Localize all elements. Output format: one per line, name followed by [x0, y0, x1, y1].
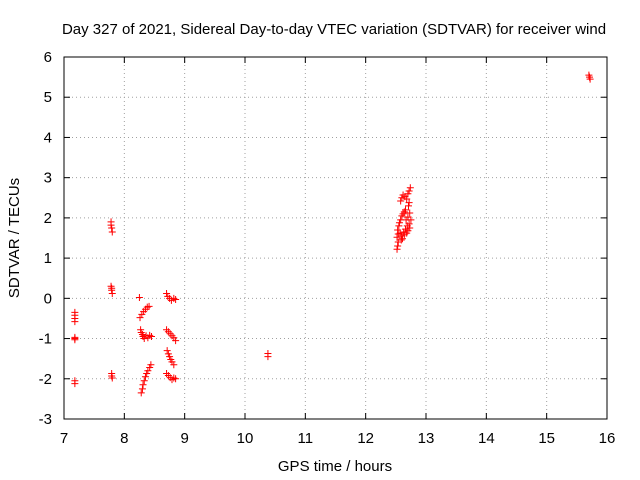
data-point	[393, 233, 401, 241]
x-tick-label: 8	[120, 430, 128, 447]
data-point	[108, 290, 116, 298]
axis-ticks	[63, 56, 608, 420]
data-point	[108, 374, 116, 382]
data-points	[71, 71, 594, 397]
x-tick-label: 12	[357, 430, 374, 447]
data-point	[145, 302, 153, 310]
y-tick-label: -2	[39, 371, 52, 388]
x-tick-label: 16	[599, 430, 616, 447]
data-point	[163, 347, 171, 355]
data-point	[168, 376, 176, 384]
x-tick-label: 15	[538, 430, 555, 447]
data-point	[394, 230, 402, 238]
data-point	[170, 294, 178, 302]
data-point	[71, 318, 79, 326]
data-point	[139, 381, 147, 389]
data-point	[406, 184, 414, 192]
data-point	[170, 361, 178, 369]
data-point	[406, 224, 414, 232]
data-point	[405, 199, 413, 207]
data-point	[405, 187, 413, 195]
x-tick-label: 13	[418, 430, 435, 447]
data-point	[405, 202, 413, 210]
data-point	[172, 375, 180, 383]
x-tick-label: 9	[180, 430, 188, 447]
grid	[64, 57, 607, 419]
y-axis-label: SDTVAR / TECUs	[6, 178, 23, 298]
data-point	[136, 314, 144, 322]
y-tick-label: -3	[39, 411, 52, 428]
data-point	[264, 353, 272, 361]
data-point	[147, 333, 155, 341]
data-point	[397, 197, 405, 205]
data-point	[108, 224, 116, 232]
data-point	[146, 331, 154, 339]
data-point	[108, 228, 116, 236]
data-point	[140, 377, 148, 385]
data-point	[143, 303, 151, 311]
data-point	[138, 385, 146, 393]
data-point	[144, 367, 152, 375]
y-tick-label: 4	[44, 129, 52, 146]
y-tick-label: 5	[44, 89, 52, 106]
x-axis-label: GPS time / hours	[278, 458, 392, 475]
data-point	[170, 374, 178, 382]
data-point	[141, 373, 149, 381]
x-tick-label: 14	[478, 430, 495, 447]
x-tick-label: 7	[60, 430, 68, 447]
y-tick-label: 3	[44, 170, 52, 187]
data-point	[401, 206, 409, 214]
data-point	[398, 235, 406, 243]
x-tick-labels: 7 8 9 10 11 12 13 14 15 16	[60, 430, 616, 447]
y-tick-label: 1	[44, 250, 52, 267]
y-tick-labels: -3 -2 -1 0 1 2 3 4 5 6	[39, 49, 52, 428]
data-point	[108, 286, 116, 294]
data-point	[135, 294, 143, 302]
data-point	[586, 75, 594, 83]
data-point	[399, 191, 407, 199]
data-point	[172, 337, 180, 345]
y-tick-label: 0	[44, 290, 52, 307]
data-point	[71, 380, 79, 388]
plot-area-frame	[63, 56, 608, 420]
data-point	[394, 242, 402, 250]
data-point	[137, 389, 145, 397]
data-point	[172, 296, 180, 304]
data-point	[405, 220, 413, 228]
y-tick-label: 2	[44, 210, 52, 227]
y-tick-label: 6	[44, 49, 52, 66]
y-tick-label: -1	[39, 331, 52, 348]
data-point	[147, 361, 155, 369]
data-point	[395, 222, 403, 230]
data-point	[407, 216, 415, 224]
data-point	[71, 336, 79, 344]
data-point	[403, 195, 411, 203]
data-point	[393, 245, 401, 253]
data-point	[397, 236, 405, 244]
x-tick-label: 10	[237, 430, 254, 447]
chart-title: Day 327 of 2021, Sidereal Day-to-day VTE…	[62, 21, 606, 38]
x-tick-label: 11	[298, 430, 314, 447]
data-point	[406, 209, 414, 217]
